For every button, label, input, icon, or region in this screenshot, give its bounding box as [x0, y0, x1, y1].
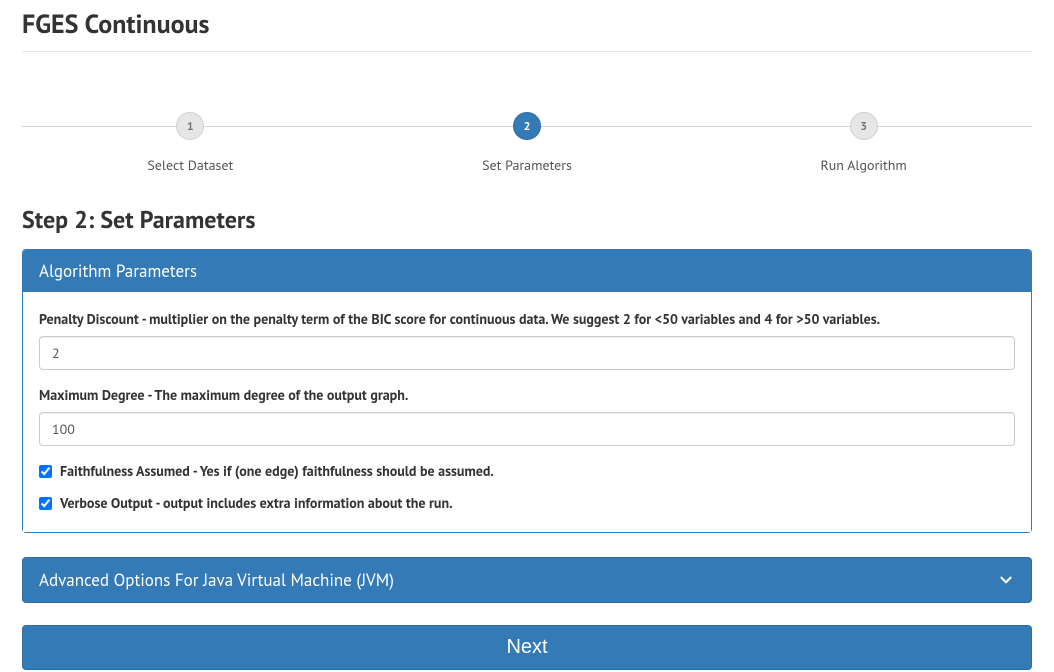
- step-run-algorithm[interactable]: 3 Run Algorithm: [695, 112, 1032, 174]
- page-title: FGES Continuous: [0, 0, 1054, 51]
- penalty-discount-label: Penalty Discount - multiplier on the pen…: [39, 310, 1015, 328]
- step-label: Run Algorithm: [695, 156, 1032, 174]
- step-label: Select Dataset: [22, 156, 359, 174]
- algorithm-parameters-panel: Algorithm Parameters Penalty Discount - …: [22, 249, 1032, 533]
- penalty-discount-input[interactable]: [39, 336, 1015, 370]
- panel-title: Algorithm Parameters: [23, 250, 1031, 292]
- chevron-down-icon: [997, 571, 1015, 589]
- step-number: 3: [850, 112, 878, 140]
- panel-body: Penalty Discount - multiplier on the pen…: [23, 292, 1031, 532]
- faithfulness-label: Faithfulness Assumed - Yes if (one edge)…: [60, 462, 494, 480]
- step-select-dataset[interactable]: 1 Select Dataset: [22, 112, 359, 174]
- advanced-options-toggle[interactable]: Advanced Options For Java Virtual Machin…: [22, 557, 1032, 603]
- step-heading: Step 2: Set Parameters: [22, 204, 1032, 235]
- faithfulness-row: Faithfulness Assumed - Yes if (one edge)…: [39, 462, 1015, 480]
- verbose-label: Verbose Output - output includes extra i…: [60, 494, 453, 512]
- step-number: 1: [176, 112, 204, 140]
- faithfulness-checkbox[interactable]: [39, 465, 52, 478]
- step-set-parameters[interactable]: 2 Set Parameters: [359, 112, 696, 174]
- step-label: Set Parameters: [359, 156, 696, 174]
- title-divider: [22, 51, 1032, 52]
- verbose-checkbox[interactable]: [39, 497, 52, 510]
- next-button[interactable]: Next: [22, 625, 1032, 670]
- verbose-row: Verbose Output - output includes extra i…: [39, 494, 1015, 512]
- stepper: 1 Select Dataset 2 Set Parameters 3 Run …: [22, 112, 1032, 174]
- advanced-options-label: Advanced Options For Java Virtual Machin…: [39, 569, 394, 591]
- maximum-degree-label: Maximum Degree - The maximum degree of t…: [39, 386, 1015, 404]
- step-number: 2: [513, 112, 541, 140]
- maximum-degree-input[interactable]: [39, 412, 1015, 446]
